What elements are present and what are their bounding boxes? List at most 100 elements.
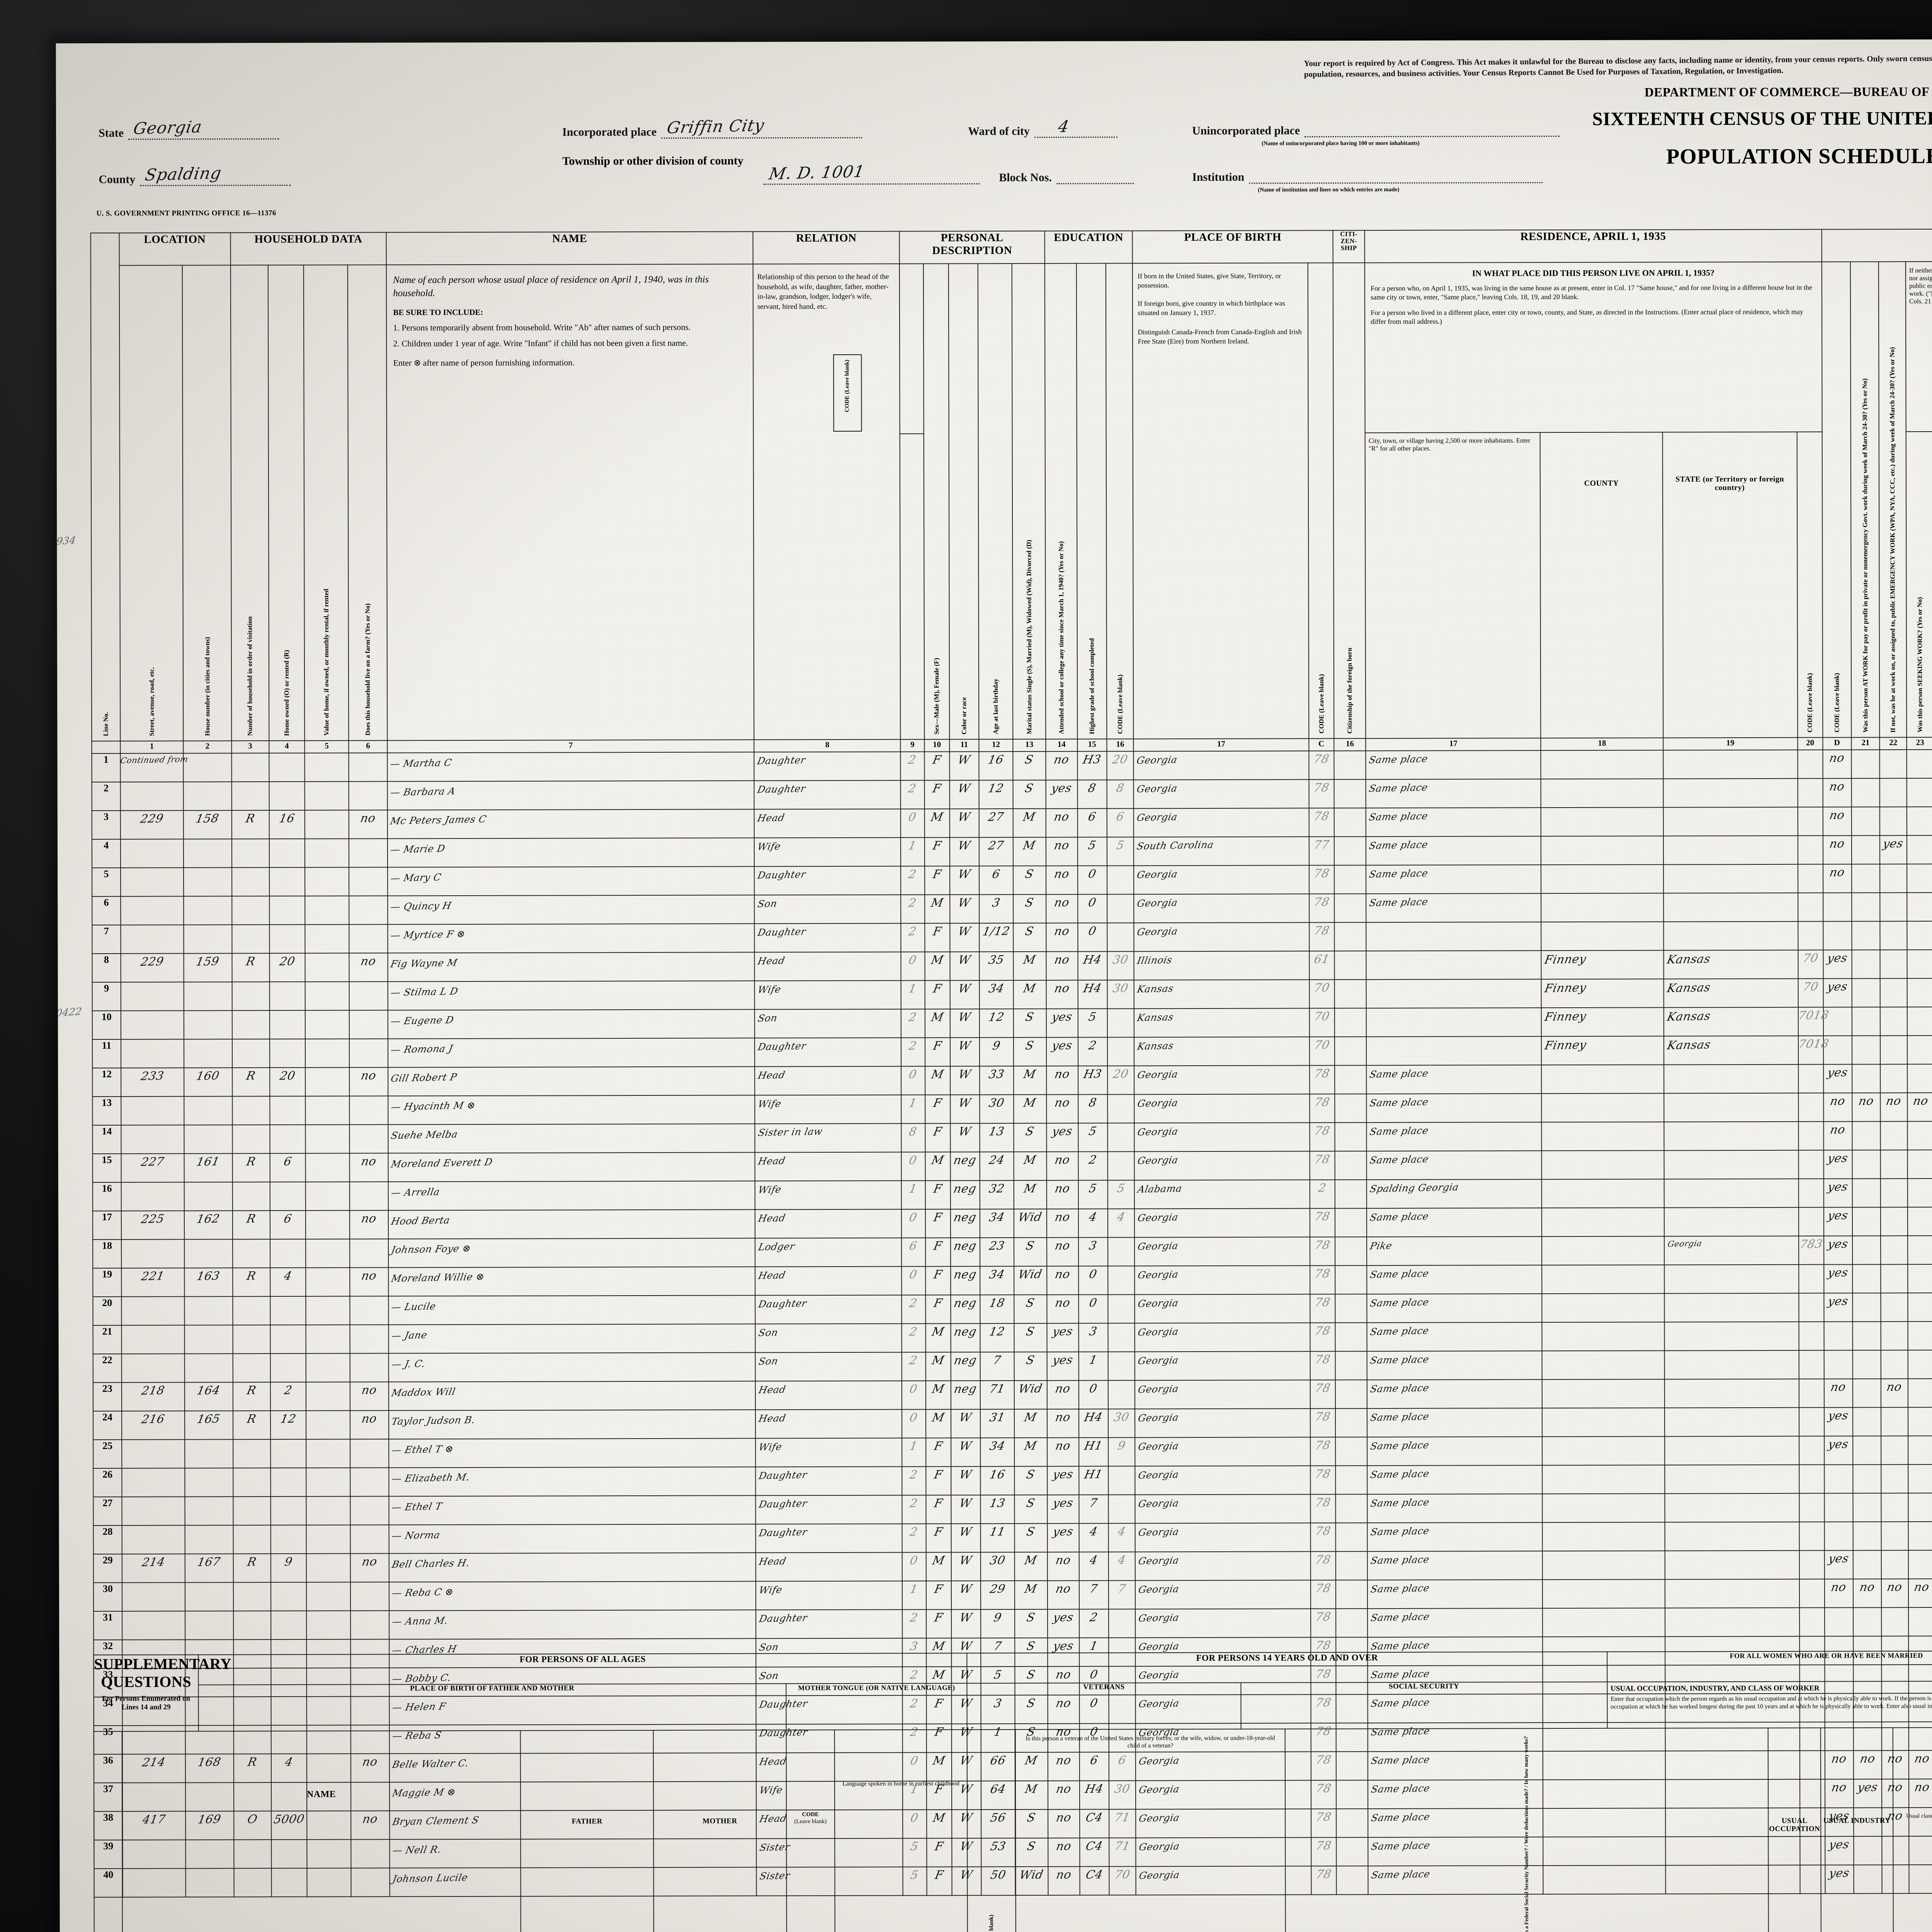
cell-relation[interactable]: Head bbox=[755, 1266, 902, 1296]
cell-relation[interactable]: Head bbox=[755, 1209, 902, 1238]
cell-job[interactable] bbox=[1908, 1264, 1932, 1293]
cell-age[interactable]: 30 bbox=[980, 1552, 1015, 1581]
cell-sex[interactable]: F bbox=[925, 1266, 951, 1295]
cell-atwork[interactable]: yes bbox=[1823, 1179, 1852, 1208]
cell-own[interactable]: 12 bbox=[270, 1411, 306, 1440]
cell-race[interactable]: W bbox=[951, 1495, 981, 1524]
cell-relation[interactable]: Head bbox=[755, 1066, 901, 1095]
cell-seek[interactable] bbox=[1881, 1150, 1908, 1179]
cell-res_state[interactable]: Kansas bbox=[1663, 1036, 1798, 1065]
cell-code16[interactable]: 8 bbox=[1107, 780, 1134, 809]
cell-emerg[interactable] bbox=[1852, 921, 1880, 950]
cell-pob[interactable]: South Carolina bbox=[1134, 837, 1309, 866]
cell-age[interactable]: 13 bbox=[980, 1495, 1015, 1524]
cell-hh[interactable]: R bbox=[231, 810, 269, 839]
cell-code21[interactable] bbox=[1797, 750, 1823, 779]
cell-code9[interactable]: 2 bbox=[901, 1037, 925, 1066]
cell-res_state[interactable]: Kansas bbox=[1663, 979, 1798, 1008]
cell-name[interactable]: — Myrtice F ⊗ bbox=[388, 923, 755, 953]
cell-race[interactable]: W bbox=[949, 837, 979, 866]
cell-farm[interactable] bbox=[349, 1182, 389, 1211]
cell-res_city[interactable]: Same place bbox=[1367, 1608, 1543, 1638]
cell-atwork[interactable]: no bbox=[1824, 1379, 1853, 1408]
cell-value[interactable] bbox=[305, 953, 349, 982]
cell-sex[interactable]: F bbox=[925, 1037, 951, 1066]
cell-job[interactable] bbox=[1907, 921, 1932, 950]
cell-school[interactable]: no bbox=[1046, 752, 1078, 781]
cell-house[interactable] bbox=[184, 896, 232, 925]
cell-marital[interactable]: M bbox=[1014, 1180, 1047, 1209]
cell-res_city[interactable]: Same place bbox=[1366, 808, 1541, 837]
cell-pob[interactable]: Georgia bbox=[1133, 751, 1309, 780]
cell-race[interactable]: W bbox=[949, 780, 979, 809]
cell-grade[interactable]: 1 bbox=[1078, 1352, 1108, 1381]
cell-atwork[interactable] bbox=[1824, 1607, 1853, 1636]
cell-code9[interactable]: 1 bbox=[902, 1581, 926, 1610]
cell-relation[interactable]: Daughter bbox=[754, 1037, 901, 1067]
cell-job[interactable] bbox=[1908, 1464, 1932, 1493]
cell-code21[interactable] bbox=[1798, 921, 1823, 951]
cell-house[interactable] bbox=[184, 1182, 233, 1211]
cell-age[interactable]: 18 bbox=[980, 1295, 1014, 1324]
cell-atwork[interactable]: yes bbox=[1823, 978, 1852, 1007]
cell-atwork[interactable]: yes bbox=[1824, 1264, 1853, 1293]
cell-res_county[interactable] bbox=[1543, 1522, 1665, 1551]
cell-pob[interactable]: Georgia bbox=[1134, 1294, 1310, 1323]
cell-seek[interactable] bbox=[1881, 1350, 1908, 1379]
cell-pob[interactable]: Georgia bbox=[1134, 1265, 1310, 1295]
cell-own[interactable]: 20 bbox=[269, 1068, 306, 1097]
cell-hh[interactable]: R bbox=[232, 1068, 270, 1097]
cell-res_city[interactable]: Same place bbox=[1367, 1208, 1542, 1237]
cell-grade[interactable]: 2 bbox=[1078, 1037, 1107, 1066]
cell-age[interactable]: 34 bbox=[980, 1438, 1015, 1467]
cell-emerg[interactable] bbox=[1851, 893, 1880, 922]
cell-seek[interactable] bbox=[1881, 1436, 1908, 1465]
cell-emerg[interactable]: no bbox=[1853, 1579, 1882, 1608]
cell-atwork[interactable]: yes bbox=[1823, 1207, 1852, 1236]
cell-race[interactable]: W bbox=[949, 866, 980, 895]
cell-name[interactable]: — Lucile bbox=[388, 1295, 755, 1325]
cell-race[interactable]: W bbox=[950, 1123, 980, 1152]
cell-street[interactable]: 229 bbox=[120, 810, 184, 840]
cell-emerg[interactable] bbox=[1852, 1150, 1881, 1179]
cell-pob[interactable]: Kansas bbox=[1134, 1037, 1310, 1066]
cell-res_city[interactable] bbox=[1366, 951, 1542, 980]
cell-res_state[interactable] bbox=[1664, 1436, 1799, 1465]
cell-res_city[interactable]: Same place bbox=[1367, 1465, 1543, 1495]
cell-grade[interactable]: H4 bbox=[1078, 951, 1107, 981]
cell-res_county[interactable] bbox=[1542, 1265, 1665, 1294]
cell-school[interactable]: no bbox=[1046, 923, 1078, 952]
cell-name[interactable]: — Marie D bbox=[388, 838, 755, 867]
cell-value[interactable] bbox=[306, 1267, 350, 1297]
cell-code21[interactable] bbox=[1799, 1464, 1825, 1494]
cell-code21[interactable]: 70 bbox=[1798, 978, 1823, 1008]
cell-pob[interactable]: Georgia bbox=[1135, 1551, 1311, 1581]
cell-value[interactable] bbox=[305, 1096, 350, 1125]
cell-grade[interactable]: 3 bbox=[1078, 1237, 1108, 1267]
cell-res_state[interactable] bbox=[1665, 1579, 1799, 1608]
cell-value[interactable] bbox=[306, 1296, 350, 1325]
cell-code9[interactable]: 0 bbox=[901, 952, 925, 981]
cell-street[interactable] bbox=[121, 1096, 184, 1126]
cell-code16[interactable]: 5 bbox=[1107, 1180, 1135, 1209]
cell-house[interactable]: 162 bbox=[184, 1211, 233, 1240]
cell-name[interactable]: — Jane bbox=[388, 1324, 755, 1354]
cell-own[interactable] bbox=[269, 753, 305, 782]
cell-own[interactable] bbox=[270, 1497, 306, 1526]
cell-marital[interactable]: S bbox=[1013, 895, 1046, 923]
cell-hh[interactable] bbox=[232, 1182, 270, 1211]
cell-school[interactable]: yes bbox=[1046, 1123, 1078, 1152]
cell-sex[interactable]: F bbox=[925, 1180, 951, 1209]
cell-seek[interactable] bbox=[1879, 750, 1907, 779]
cell-house[interactable]: 165 bbox=[185, 1411, 233, 1440]
cell-hh[interactable] bbox=[232, 1096, 270, 1125]
cell-res_state[interactable]: Georgia bbox=[1664, 1236, 1799, 1265]
cell-grade[interactable]: 6 bbox=[1077, 808, 1107, 838]
cell-relation[interactable]: Daughter bbox=[755, 1524, 903, 1553]
cell-farm[interactable]: no bbox=[350, 1267, 389, 1296]
cell-res_county[interactable] bbox=[1542, 1236, 1664, 1265]
cell-school[interactable]: no bbox=[1046, 837, 1078, 866]
